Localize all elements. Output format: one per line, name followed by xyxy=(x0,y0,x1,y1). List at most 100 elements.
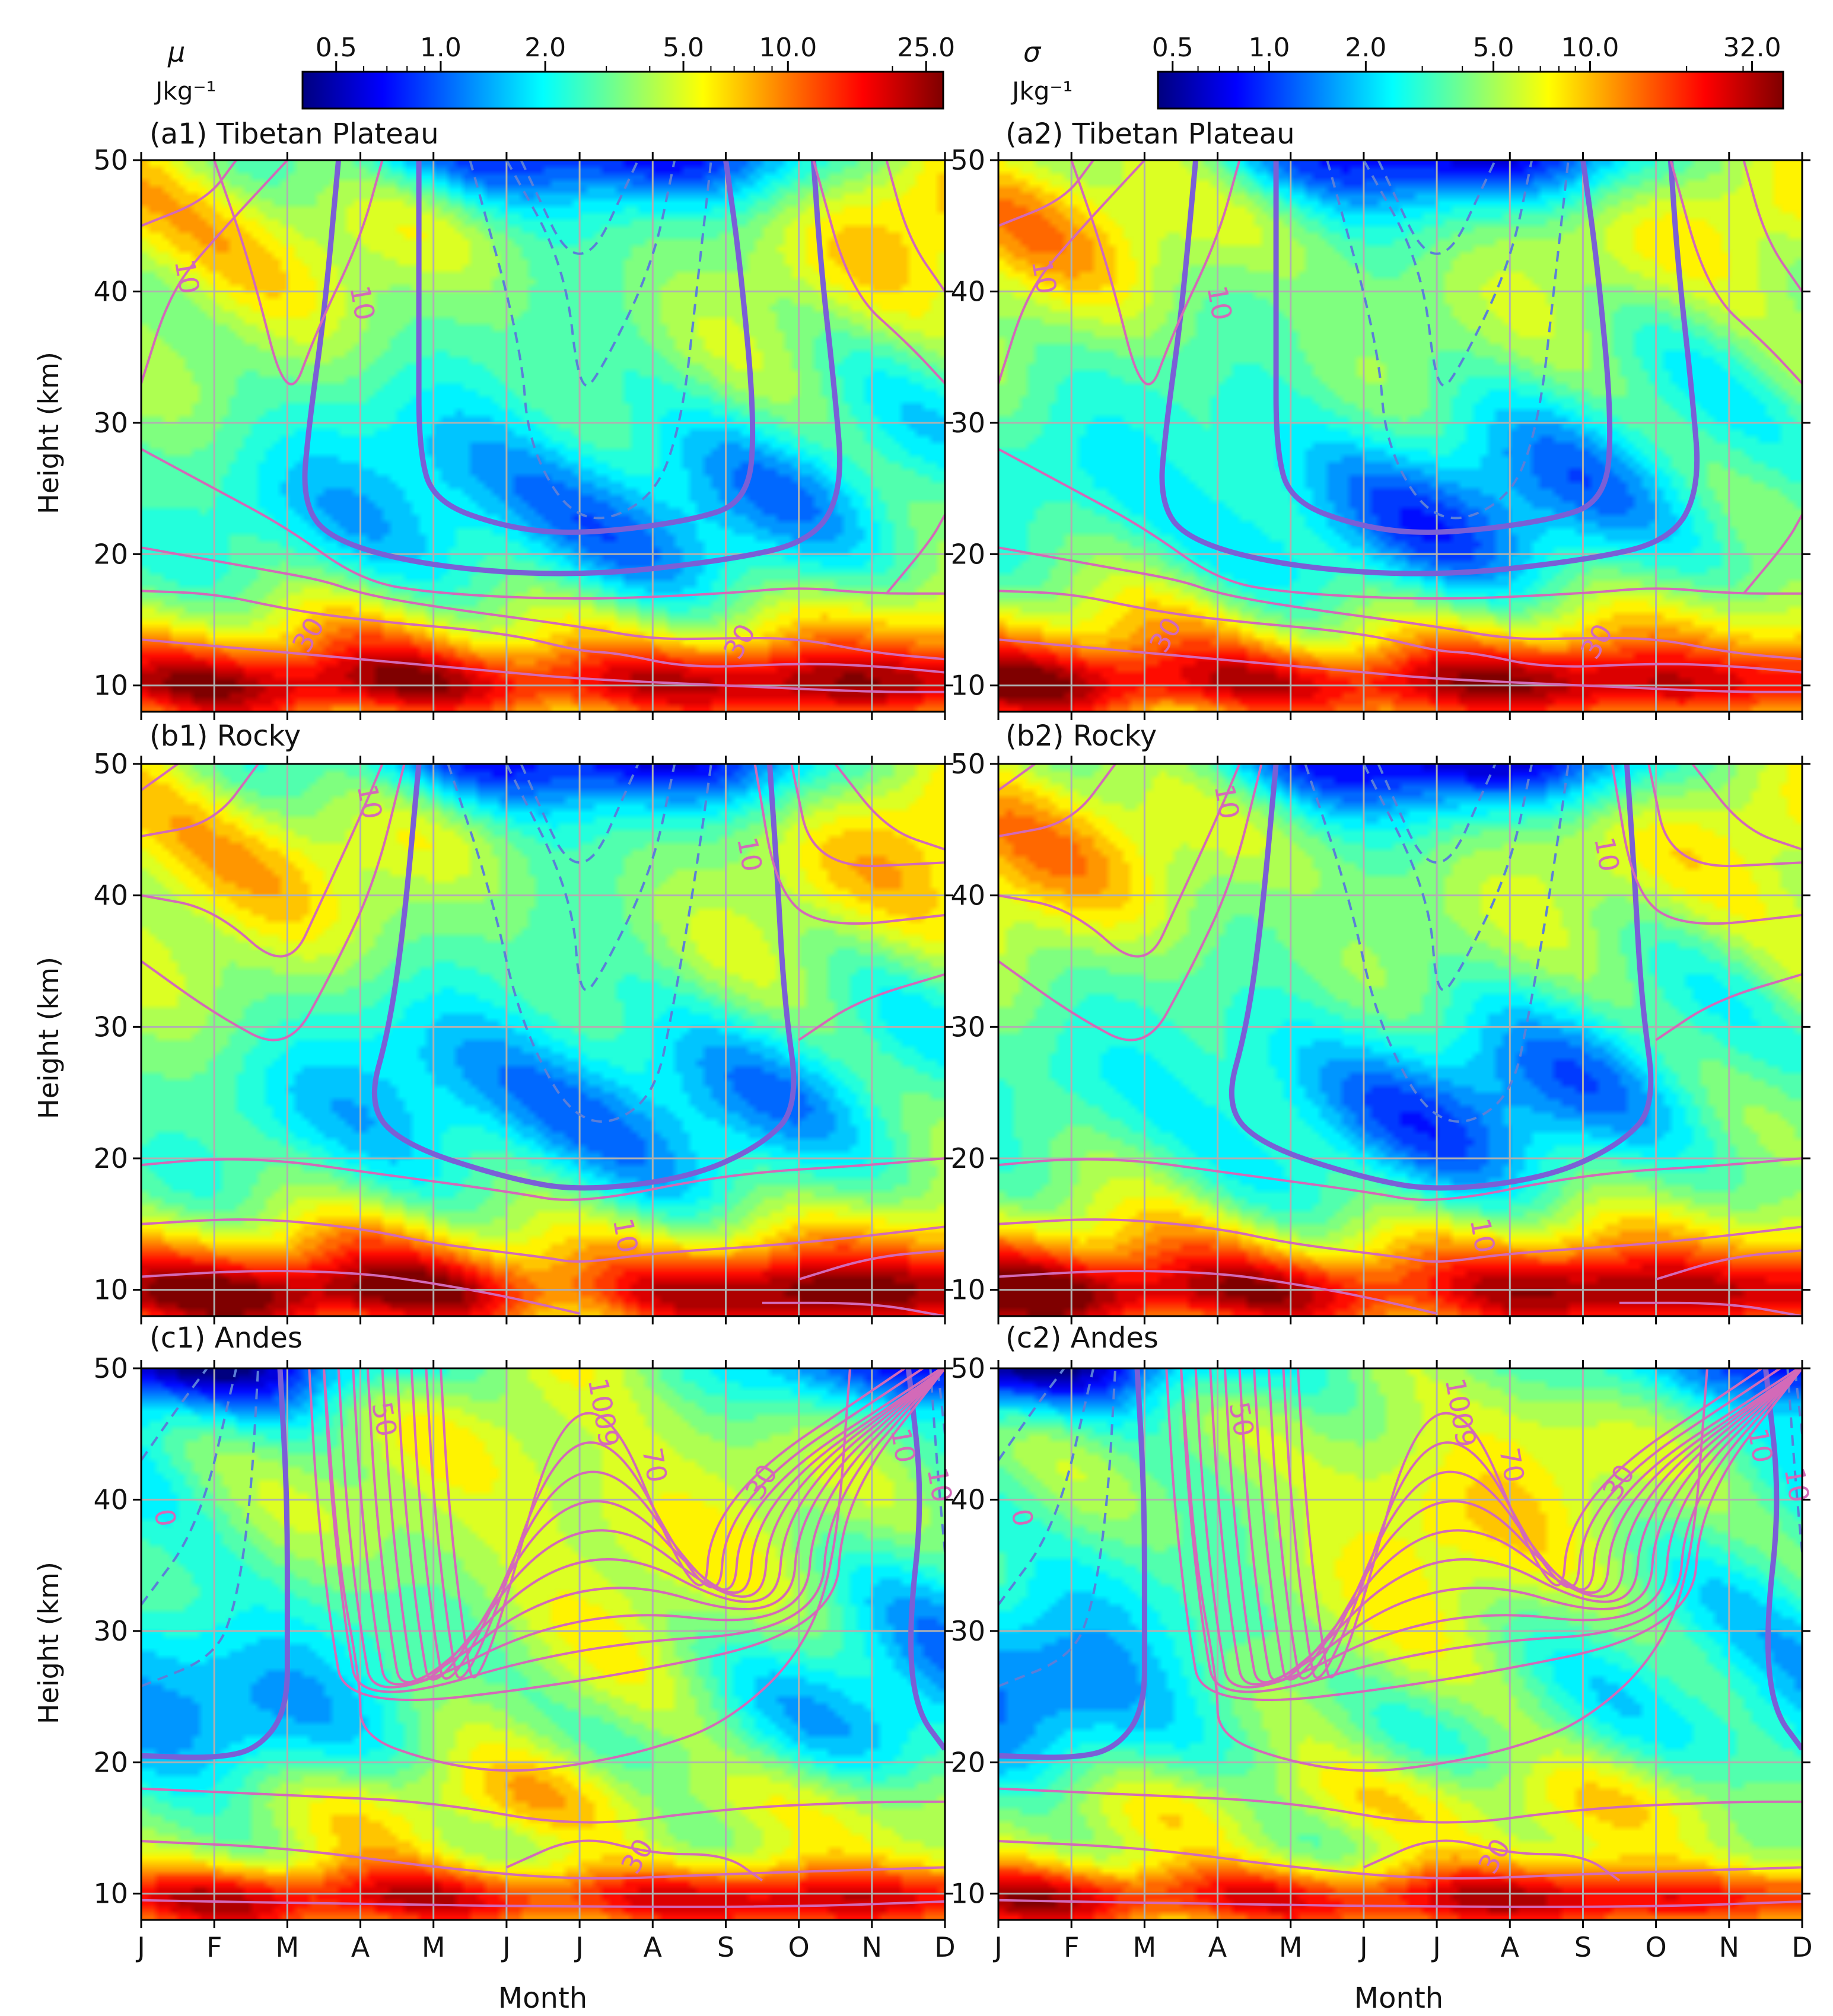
x-tick-label: J xyxy=(135,1931,145,1963)
contour-line-solid xyxy=(1611,764,1802,925)
panel-a2-label: (a2) Tibetan Plateau xyxy=(1005,117,1295,151)
heatmap-image xyxy=(141,764,945,1316)
contours xyxy=(141,764,945,1316)
x-tick-label: S xyxy=(717,1931,734,1963)
contour-label: 50 xyxy=(365,1399,403,1439)
contour-line-solid xyxy=(1742,160,1802,292)
panel-c1-ylabel: Height (km) xyxy=(33,1562,65,1724)
y-ticks: 10 20 30 40 50 xyxy=(93,748,953,1306)
x-ticks xyxy=(140,152,946,720)
contour-line-solid xyxy=(141,160,288,384)
y-tick-label: 50 xyxy=(93,144,128,176)
contour-label: 10 xyxy=(921,1465,958,1505)
contour-line-solid xyxy=(323,1368,945,1693)
contour-line-solid xyxy=(753,764,945,925)
contour-line-solid xyxy=(762,1301,945,1316)
contour-line-solid xyxy=(141,1899,945,1908)
x-tick-label: A xyxy=(644,1931,663,1963)
contour-line-solid xyxy=(998,160,1094,227)
contour-label: 10 xyxy=(731,835,768,874)
contour-line-dashed xyxy=(1377,160,1497,255)
contour-line-dashed xyxy=(998,1368,1065,1461)
x-tick-label: M xyxy=(276,1931,300,1963)
contour-line-solid xyxy=(1742,514,1802,594)
contour-line-solid xyxy=(141,764,384,958)
y-tick-label: 30 xyxy=(93,1011,128,1043)
contour-line-dashed xyxy=(141,1368,208,1461)
contour-line-solid xyxy=(1209,1368,1802,1686)
x-tick-label: A xyxy=(1501,1931,1520,1963)
colorbar-tick-label: 25.0 xyxy=(897,33,955,63)
contours xyxy=(998,764,1802,1316)
y-ticks: 10 20 30 40 50 xyxy=(950,144,1810,702)
y-tick-label: 10 xyxy=(950,1274,985,1306)
x-tick-label: M xyxy=(1279,1931,1303,1963)
contour-line-solid xyxy=(366,1368,945,1684)
y-tick-label: 30 xyxy=(950,1011,985,1043)
contour-line-solid xyxy=(141,448,945,600)
contour-line-solid xyxy=(1070,160,1241,386)
contour-line-dashed xyxy=(505,764,676,992)
contour-line-solid xyxy=(213,160,384,386)
colorbar-tick-label: 1.0 xyxy=(420,33,462,63)
contour-label: 10 xyxy=(168,257,206,297)
contour-line-solid xyxy=(998,546,1802,661)
x-tick-label: N xyxy=(862,1931,882,1963)
contour-line-solid xyxy=(141,764,259,837)
x-tick-label: S xyxy=(1574,1931,1592,1963)
contour-line-bold xyxy=(371,764,797,1191)
contour-line-solid xyxy=(998,638,1802,693)
contours xyxy=(141,160,945,693)
colorbar-tick-label: 1.0 xyxy=(1249,33,1290,63)
panel-c1-label: (c1) Andes xyxy=(149,1321,303,1355)
contour-line-solid xyxy=(141,590,945,674)
panel-frame xyxy=(997,763,1803,1317)
y-tick-label: 20 xyxy=(93,1142,128,1174)
contour-line-bold xyxy=(1159,160,1700,577)
contour-label: 10 xyxy=(1742,1426,1779,1466)
contour-line-bold xyxy=(416,160,756,535)
contour-line-solid xyxy=(1363,1839,1621,1882)
contour-line-solid xyxy=(141,1157,945,1201)
y-tick-label: 30 xyxy=(93,1615,128,1647)
panel-b2-label: (b2) Rocky xyxy=(1005,719,1157,753)
contour-line-dashed xyxy=(1377,764,1497,864)
y-ticks: 10 20 30 40 50 xyxy=(950,748,1810,1306)
contour-line-dashed xyxy=(1304,764,1570,1123)
contour-line-solid xyxy=(141,1787,945,1824)
contour-label: 10 xyxy=(351,782,389,821)
colorbar-tick-label: 2.0 xyxy=(524,33,566,63)
contour-line-bold xyxy=(141,1368,290,1760)
x-tick-label: N xyxy=(1719,1931,1739,1963)
contours xyxy=(141,1368,945,1908)
heatmap-image xyxy=(998,764,1802,1316)
contour-line-solid xyxy=(885,514,945,594)
contour-label: 10 xyxy=(1201,283,1238,323)
contour-label: 10 xyxy=(1464,1216,1501,1256)
x-tick-label: M xyxy=(422,1931,445,1963)
contour-label: 10 xyxy=(1208,782,1246,821)
x-tick-label: J xyxy=(992,1931,1003,1963)
y-tick-label: 20 xyxy=(93,538,128,570)
contour-line-solid xyxy=(141,638,945,693)
x-tick-label: O xyxy=(1646,1931,1667,1963)
contour-line-solid xyxy=(352,1368,945,1686)
contour-line-solid xyxy=(323,1368,851,1772)
y-tick-label: 10 xyxy=(950,670,985,702)
x-tick-label: J xyxy=(1431,1931,1441,1963)
y-ticks: 10 20 30 40 50 xyxy=(93,1352,953,1910)
colorbar-mu-ticks: 0.5 1.0 2.0 5.0 10.0 25.0 xyxy=(316,33,955,72)
contour-line-dashed xyxy=(447,764,712,1123)
contour-line-solid xyxy=(141,160,237,227)
panel-c1-xlabel: Month xyxy=(498,1982,587,2015)
contour-line-solid xyxy=(440,1368,906,1679)
panel-b1-label: (b1) Rocky xyxy=(149,719,301,753)
contour-line-solid xyxy=(790,764,945,868)
contour-line-bold xyxy=(1762,1368,1802,1751)
contour-line-solid xyxy=(1282,1368,1781,1679)
